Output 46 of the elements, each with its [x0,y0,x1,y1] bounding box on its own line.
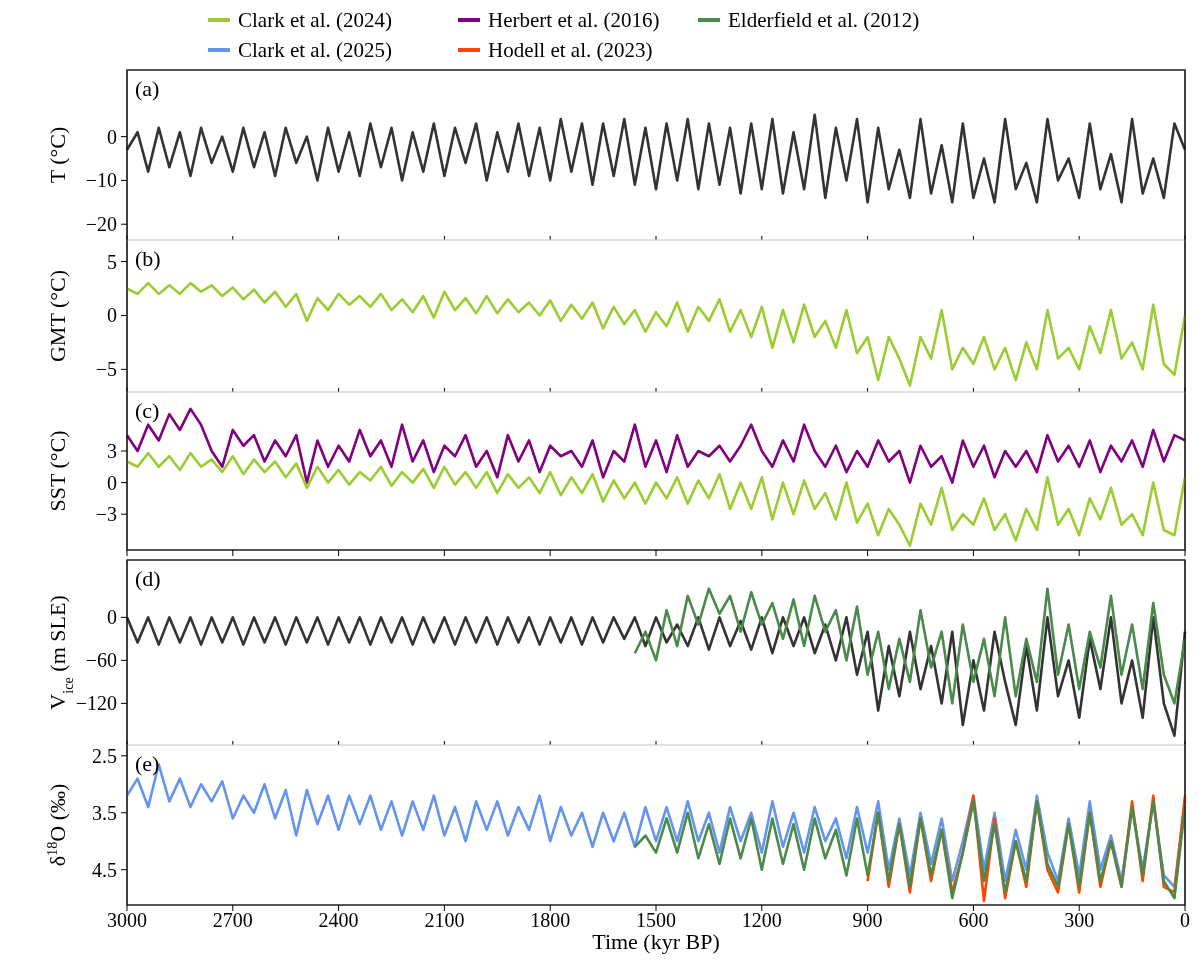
line-series [633,800,1187,900]
x-tick-label: 2400 [318,909,359,931]
y-tick-label: −10 [85,169,117,192]
x-tick-label: 1500 [636,909,676,931]
annotation: (c) [135,398,160,423]
x-tick-label: 2700 [212,909,253,931]
x-tick-label: 3000 [107,909,147,931]
annotation: (a) [135,76,160,101]
y-tick-label: 0 [107,125,117,148]
line-series [125,616,1187,737]
x-tick-label: 2100 [424,909,465,931]
annotation: (e) [135,751,160,776]
y-tick-label: −120 [75,692,117,715]
y-tick-label: 3.5 [92,801,117,824]
y-tick-label: 3 [107,439,117,462]
line-series [125,451,1187,548]
y-tick-label: −60 [85,649,117,672]
y-tick-label: 0 [107,606,117,629]
y-tick-label: 2.5 [92,744,117,767]
annotation: (b) [135,246,161,271]
y-tick-label: −3 [95,503,117,526]
x-tick-label: 1800 [530,909,571,931]
x-tick-label: 300 [1064,909,1095,931]
legend-label: Elderfield et al. (2012) [728,8,920,33]
legend-label: Clark et al. (2024) [238,8,392,33]
y-axis-title: T (°C) [45,126,70,184]
legend-label: Hodell et al. (2023) [488,38,653,63]
y-tick-label: −5 [95,358,117,381]
annotation: (d) [135,566,161,591]
y-axis-title: SST (°C) [45,430,70,512]
y-tick-label: 0 [107,304,117,327]
x-tick-label: 600 [958,909,989,931]
line-series [125,281,1187,387]
y-tick-label: 4.5 [92,858,117,881]
y-tick-label: 5 [107,250,117,273]
line-series [125,113,1187,204]
line-series [633,587,1187,705]
y-tick-label: −20 [85,213,117,236]
x-axis-title: Time (kyr BP) [592,929,720,954]
y-tick-label: 0 [107,471,117,494]
legend-label: Clark et al. (2025) [238,38,392,63]
legend-label: Herbert et al. (2016) [488,8,660,33]
y-axis-title: GMT (°C) [45,269,70,363]
x-tick-label: 900 [852,909,883,931]
x-tick-label: 0 [1180,909,1190,931]
x-tick-label: 1200 [741,909,782,931]
